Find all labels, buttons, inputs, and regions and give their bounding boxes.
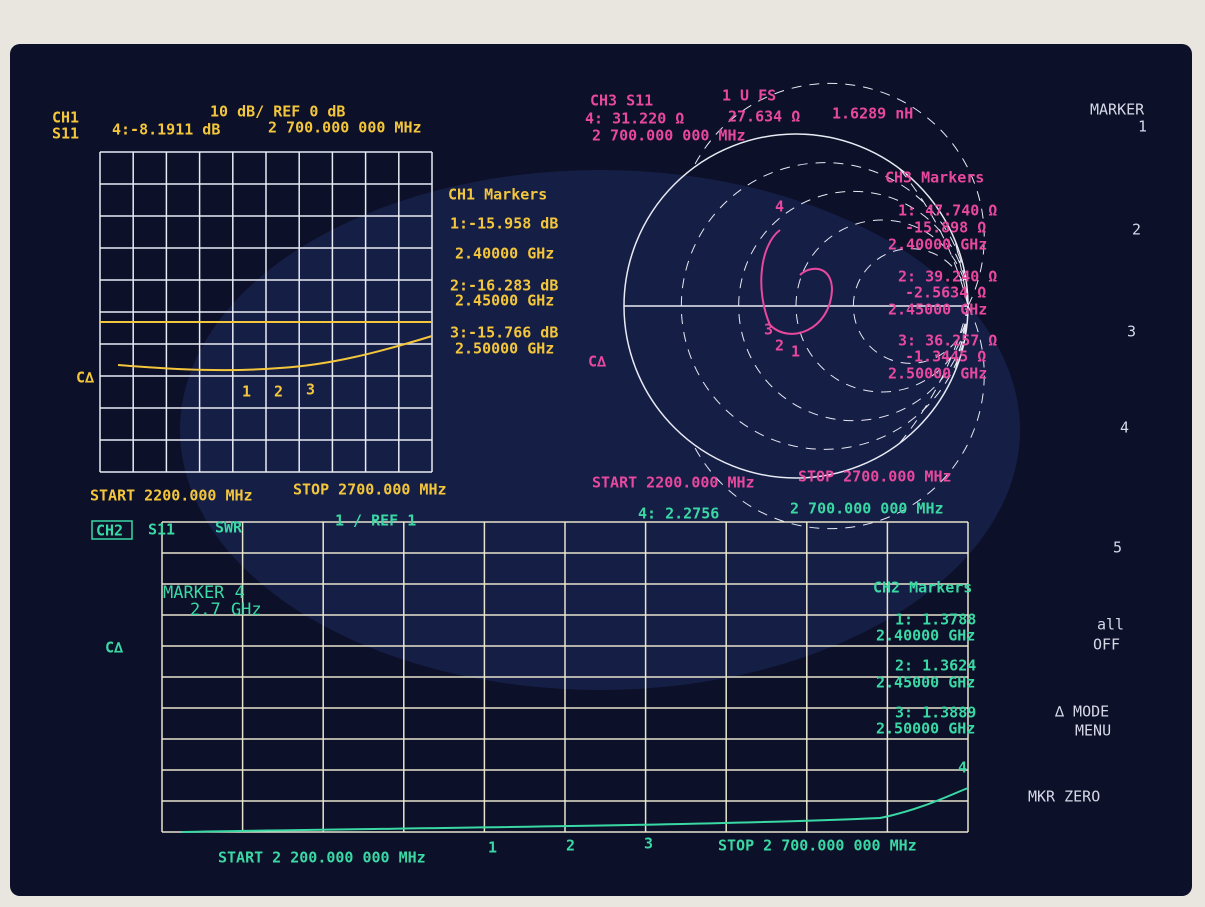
- active-marker: 4: 31.220 Ω: [585, 110, 684, 128]
- active-marker: 4: 2.2756: [638, 505, 719, 523]
- softkey-title: MARKER: [1090, 101, 1145, 119]
- marker-freq: 2.45000 GHz: [888, 301, 987, 319]
- ref-label: C∆: [76, 369, 95, 387]
- active-freq: 2 700.000 000 MHz: [592, 127, 746, 145]
- trace-marker: 2: [274, 383, 283, 401]
- softkey[interactable]: all: [1097, 616, 1124, 634]
- ch2-trace: [181, 787, 969, 833]
- marker-x: -1.3445 Ω: [905, 348, 986, 366]
- marker-freq: 2.45000 GHz: [876, 674, 975, 692]
- marker-r: 1: 47.740 Ω: [898, 202, 997, 220]
- smith-x-arc: [898, 168, 969, 307]
- smith-x-arc: [898, 305, 969, 444]
- softkey[interactable]: OFF: [1093, 636, 1120, 654]
- scale: 10 dB/ REF 0 dB: [210, 103, 345, 121]
- marker-note-freq: 2.7 GHz: [190, 600, 262, 620]
- marker-freq: 2.40000 GHz: [876, 627, 975, 645]
- marker-freq: 2.50000 GHz: [888, 365, 987, 383]
- marker-value: 3:-15.766 dB: [450, 324, 558, 342]
- markers-title: CH2 Markers: [873, 579, 972, 597]
- format: SWR: [215, 519, 243, 537]
- softkey[interactable]: MKR ZERO: [1028, 788, 1100, 806]
- start: START 2200.000 MHz: [90, 487, 253, 505]
- param: S11: [148, 521, 175, 539]
- marker-value: 2: 1.3624: [895, 657, 976, 675]
- softkey[interactable]: 4: [1120, 419, 1129, 437]
- scale: 1 U FS: [722, 87, 776, 105]
- trace-marker: 3: [764, 321, 773, 339]
- softkey[interactable]: ∆ MODE: [1054, 703, 1109, 721]
- marker-note: MARKER 4: [163, 583, 245, 603]
- trace-marker: 3: [306, 381, 315, 399]
- start: START 2200.000 MHz: [592, 474, 755, 492]
- ref-label: C∆: [588, 353, 607, 371]
- softkey[interactable]: 3: [1127, 323, 1136, 341]
- trace-marker: 3: [644, 835, 653, 853]
- channel: CH3 S11: [590, 92, 653, 110]
- softkey[interactable]: 1: [1138, 118, 1147, 136]
- channel: CH1: [52, 109, 79, 127]
- marker-x: -15.898 Ω: [905, 219, 986, 237]
- marker-value: 1:-15.958 dB: [450, 215, 558, 233]
- param: S11: [52, 125, 79, 143]
- trace-marker: 1: [488, 839, 497, 857]
- marker-value: 3: 1.3889: [895, 704, 976, 722]
- marker-freq: 2.40000 GHz: [455, 245, 554, 263]
- ch3-trace: [760, 229, 834, 335]
- ch1-trace: [117, 335, 433, 372]
- trace-marker: 4: [958, 759, 967, 777]
- trace-marker: 2: [566, 837, 575, 855]
- softkey[interactable]: 2: [1132, 221, 1141, 239]
- markers-title: CH3 Markers: [885, 169, 984, 187]
- ref-label: C∆: [105, 639, 124, 657]
- marker-value: 2:-16.283 dB: [450, 277, 558, 295]
- channel: CH2: [96, 522, 123, 540]
- channel-box: [91, 520, 133, 540]
- trace-marker: 1: [791, 343, 800, 361]
- active-reactance: 27.634 Ω: [728, 108, 800, 126]
- markers-title: CH1 Markers: [448, 186, 547, 204]
- active-inductance: 1.6289 nH: [832, 105, 913, 123]
- stop: STOP 2 700.000 000 MHz: [718, 837, 917, 855]
- marker-x: -2.5634 Ω: [905, 284, 986, 302]
- softkey[interactable]: MENU: [1075, 722, 1111, 740]
- trace-marker: 2: [775, 337, 784, 355]
- marker-freq: 2.50000 GHz: [455, 340, 554, 358]
- softkey[interactable]: 5: [1113, 539, 1122, 557]
- active-marker: 4:-8.1911 dB: [112, 121, 220, 139]
- smith-x-arc: [795, 305, 969, 479]
- marker-freq: 2.45000 GHz: [455, 292, 554, 310]
- active-freq: 2 700.000 000 MHz: [268, 119, 422, 137]
- active-freq: 2 700.000 000 MHz: [790, 500, 944, 518]
- stop: STOP 2700.000 MHz: [798, 468, 952, 486]
- marker-freq: 2.40000 GHz: [888, 236, 987, 254]
- glare: [180, 170, 1020, 690]
- marker-value: 1: 1.3788: [895, 611, 976, 629]
- start: START 2 200.000 000 MHz: [218, 849, 426, 867]
- smith-x-arc: [692, 305, 985, 530]
- scale: 1 / REF 1: [335, 512, 416, 530]
- marker-freq: 2.50000 GHz: [876, 720, 975, 738]
- marker-r: 2: 39.240 Ω: [898, 268, 997, 286]
- trace-marker: 1: [242, 383, 251, 401]
- smith-x-arc: [795, 133, 969, 307]
- stop: STOP 2700.000 MHz: [293, 481, 447, 499]
- trace-marker: 4: [775, 198, 784, 216]
- marker-r: 3: 36.257 Ω: [898, 332, 997, 350]
- smith-x-arc: [692, 82, 985, 307]
